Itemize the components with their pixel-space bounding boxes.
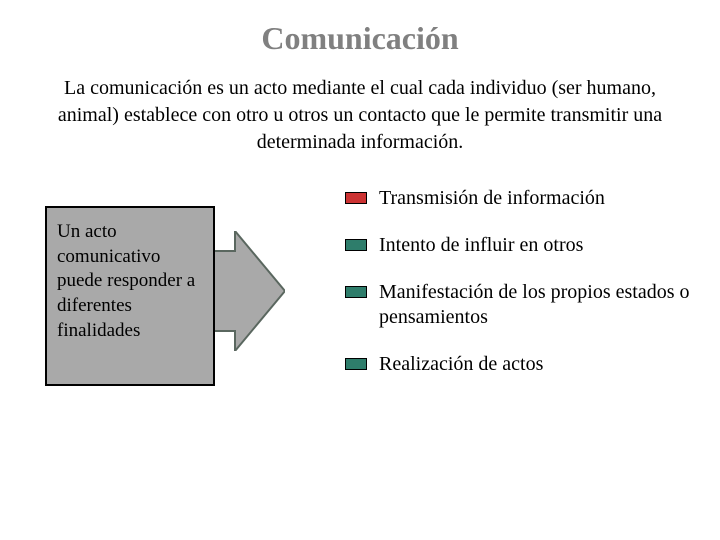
swatch-icon	[345, 358, 367, 370]
description-text: La comunicación es un acto mediante el c…	[40, 75, 680, 156]
list-item: Transmisión de información	[345, 186, 690, 211]
list-item: Intento de influir en otros	[345, 233, 690, 258]
swatch-icon	[345, 286, 367, 298]
gray-box: Un acto comunicativo puede responder a d…	[45, 206, 215, 386]
list-item: Realización de actos	[345, 352, 690, 377]
list-item: Manifestación de los propios estados o p…	[345, 280, 690, 330]
purpose-list: Transmisión de información Intento de in…	[345, 186, 690, 399]
item-text: Intento de influir en otros	[379, 233, 583, 258]
swatch-icon	[345, 239, 367, 251]
content-row: Un acto comunicativo puede responder a d…	[30, 196, 690, 399]
left-block: Un acto comunicativo puede responder a d…	[45, 196, 285, 396]
gray-box-text: Un acto comunicativo puede responder a d…	[57, 220, 203, 343]
swatch-icon	[345, 192, 367, 204]
item-text: Manifestación de los propios estados o p…	[379, 280, 690, 330]
item-text: Transmisión de información	[379, 186, 605, 211]
item-text: Realización de actos	[379, 352, 543, 377]
page-title: Comunicación	[30, 20, 690, 57]
